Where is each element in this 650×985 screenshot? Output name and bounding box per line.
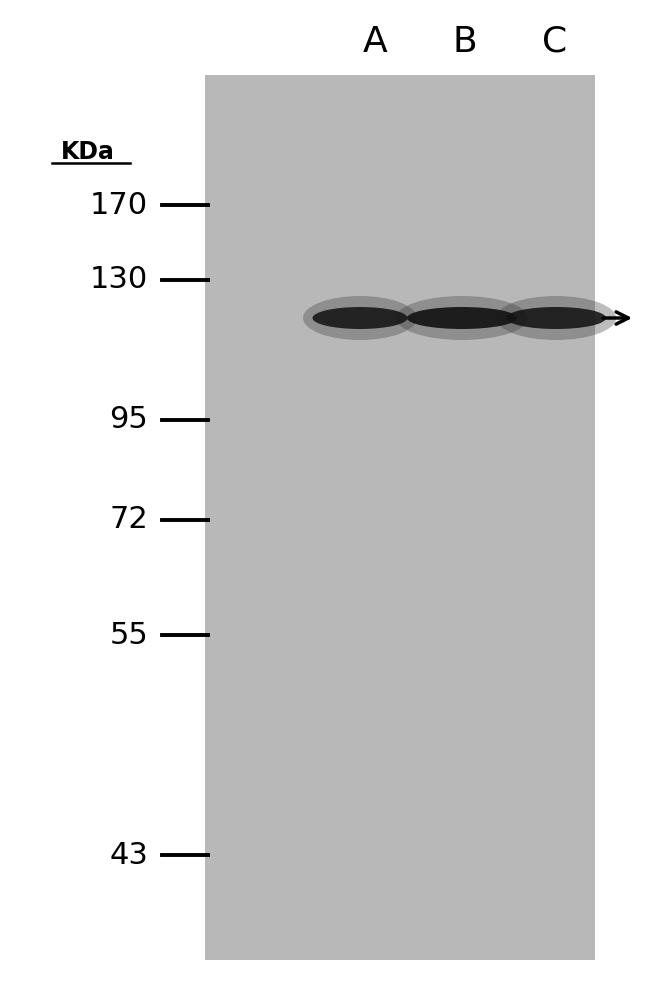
- Ellipse shape: [396, 296, 528, 340]
- Text: 170: 170: [90, 190, 148, 220]
- Text: 95: 95: [109, 406, 148, 434]
- Text: A: A: [363, 25, 387, 59]
- Text: 72: 72: [109, 505, 148, 535]
- Ellipse shape: [506, 307, 606, 329]
- Text: KDa: KDa: [61, 140, 115, 164]
- Text: 43: 43: [109, 840, 148, 870]
- Text: C: C: [542, 25, 567, 59]
- Ellipse shape: [496, 296, 616, 340]
- Text: 130: 130: [90, 266, 148, 295]
- Ellipse shape: [407, 307, 517, 329]
- Ellipse shape: [313, 307, 408, 329]
- Bar: [205, 75, 595, 960]
- Text: 55: 55: [109, 621, 148, 649]
- Text: B: B: [452, 25, 477, 59]
- Ellipse shape: [303, 296, 417, 340]
